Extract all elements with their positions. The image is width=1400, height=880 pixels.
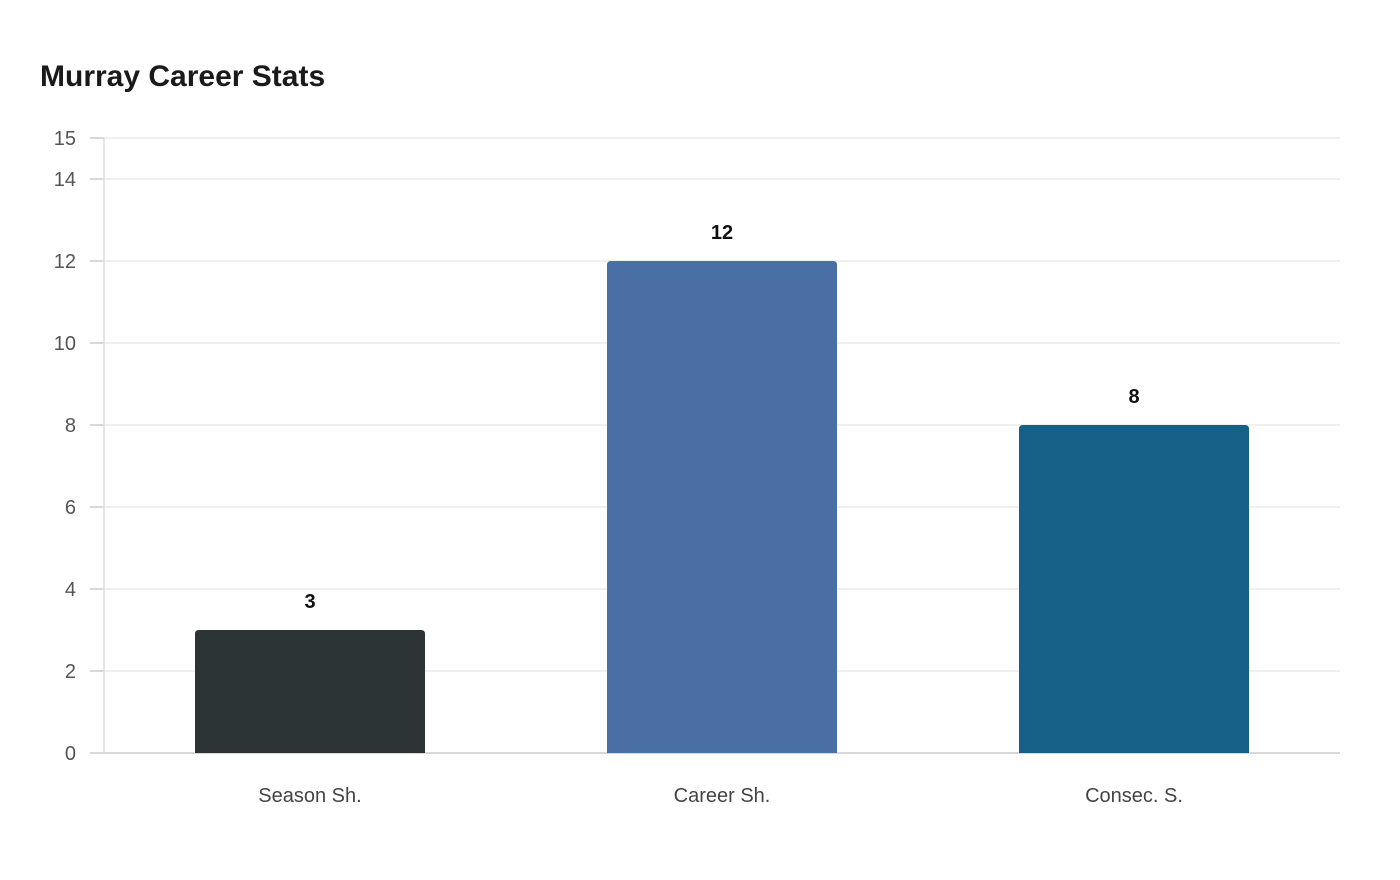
data-label: 3 <box>304 591 315 613</box>
data-label: 12 <box>711 222 733 244</box>
data-label: 8 <box>1128 386 1139 408</box>
x-tick-label: Season Sh. <box>258 785 361 807</box>
bar <box>607 261 837 753</box>
chart-title: Murray Career Stats <box>40 60 326 93</box>
bar <box>1019 425 1249 753</box>
y-tick-label: 14 <box>54 169 76 191</box>
y-tick-label: 4 <box>65 579 76 601</box>
x-tick-label: Career Sh. <box>674 785 771 807</box>
y-tick-label: 2 <box>65 661 76 683</box>
y-tick-label: 6 <box>65 497 76 519</box>
bar <box>195 630 425 753</box>
y-tick-label: 10 <box>54 333 76 355</box>
y-tick-label: 15 <box>54 128 76 150</box>
y-tick-label: 0 <box>65 743 76 765</box>
x-tick-label: Consec. S. <box>1085 785 1183 807</box>
y-tick-label: 12 <box>54 251 76 273</box>
y-tick-label: 8 <box>65 415 76 437</box>
